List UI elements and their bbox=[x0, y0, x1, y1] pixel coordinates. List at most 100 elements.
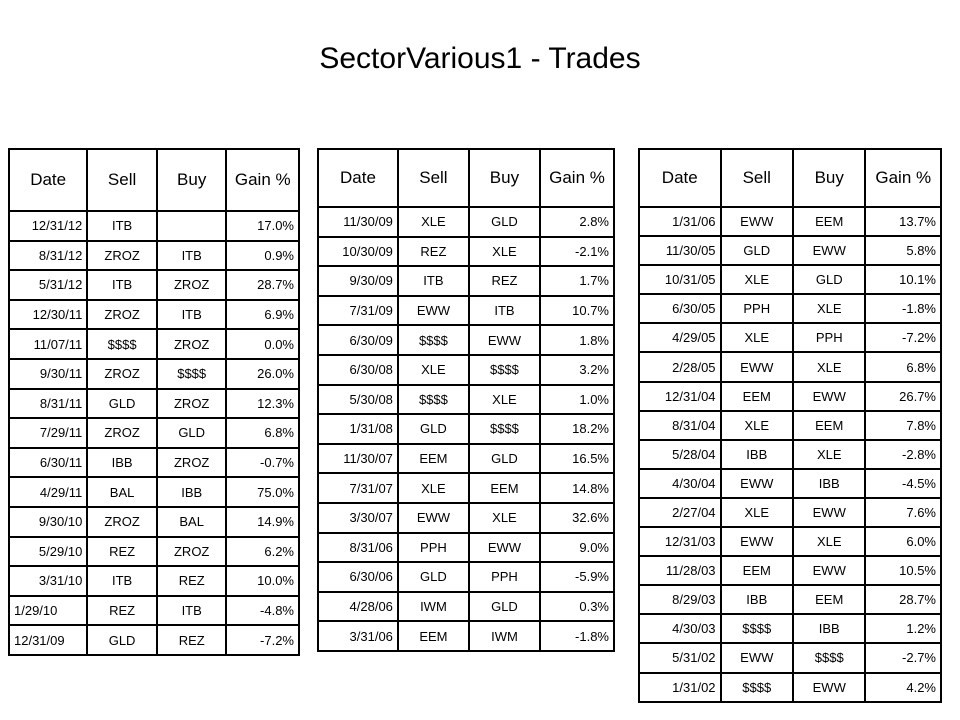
sell-cell: ITB bbox=[396, 265, 470, 297]
table-row: 12/31/04 EEM EWW 26.7% bbox=[638, 380, 942, 412]
date-cell: 5/29/10 bbox=[7, 535, 89, 568]
date-cell: 8/29/03 bbox=[638, 584, 722, 616]
header-sell: Sell bbox=[719, 148, 795, 208]
date-cell: 5/28/04 bbox=[638, 438, 722, 470]
sell-cell: XLE bbox=[719, 322, 795, 354]
date-cell: 6/30/06 bbox=[317, 561, 399, 593]
table-row: 6/30/09 $$$$ EWW 1.8% bbox=[317, 324, 616, 356]
sell-cell: $$$$ bbox=[719, 671, 795, 703]
sell-cell: EWW bbox=[719, 642, 795, 674]
table-row: 11/30/05 GLD EWW 5.8% bbox=[638, 235, 942, 267]
gain-cell: 1.2% bbox=[864, 613, 942, 645]
table-row: 11/30/09 XLE GLD 2.8% bbox=[317, 206, 616, 238]
table-row: 11/30/07 EEM GLD 16.5% bbox=[317, 442, 616, 475]
sell-cell: BAL bbox=[86, 476, 158, 508]
gain-cell: 16.5% bbox=[538, 442, 616, 475]
date-cell: 11/30/05 bbox=[638, 235, 722, 267]
sell-cell: GLD bbox=[86, 387, 158, 420]
sell-cell: ZROZ bbox=[86, 417, 158, 449]
table-row: 8/31/12 ZROZ ITB 0.9% bbox=[7, 239, 300, 272]
buy-cell: EWW bbox=[791, 555, 867, 587]
buy-cell: REZ bbox=[155, 565, 228, 597]
gain-cell: 0.3% bbox=[538, 590, 616, 623]
buy-cell: XLE bbox=[791, 438, 867, 470]
sell-cell: $$$$ bbox=[719, 613, 795, 645]
gain-cell: 26.7% bbox=[864, 380, 942, 412]
date-cell: 5/30/08 bbox=[317, 383, 399, 416]
gain-cell: 28.7% bbox=[864, 584, 942, 616]
sell-cell: XLE bbox=[396, 472, 470, 504]
table-row: 5/28/04 IBB XLE -2.8% bbox=[638, 438, 942, 470]
gain-cell: 9.0% bbox=[538, 531, 616, 564]
date-cell: 8/31/11 bbox=[7, 387, 89, 420]
table-row: 9/30/10 ZROZ BAL 14.9% bbox=[7, 505, 300, 538]
sell-cell: XLE bbox=[719, 264, 795, 296]
sell-cell: IBB bbox=[719, 438, 795, 470]
sell-cell: EWW bbox=[396, 294, 470, 327]
table-row: 4/30/03 $$$$ IBB 1.2% bbox=[638, 613, 942, 645]
gain-cell: 28.7% bbox=[225, 269, 300, 301]
sell-cell: XLE bbox=[719, 409, 795, 441]
buy-cell: EWW bbox=[467, 324, 541, 356]
buy-cell: EEM bbox=[791, 584, 867, 616]
buy-cell: EEM bbox=[791, 409, 867, 441]
sell-cell: IBB bbox=[719, 584, 795, 616]
date-cell: 11/28/03 bbox=[638, 555, 722, 587]
date-cell: 5/31/12 bbox=[7, 269, 89, 301]
sell-cell: PPH bbox=[719, 293, 795, 325]
table-row: 8/31/04 XLE EEM 7.8% bbox=[638, 409, 942, 441]
sell-cell: EEM bbox=[396, 442, 470, 475]
trades-table-1: Date Sell Buy Gain % 12/31/12 ITB 17.0% 8/3… bbox=[7, 148, 300, 656]
date-cell: 3/30/07 bbox=[317, 501, 399, 534]
date-cell: 12/31/03 bbox=[638, 526, 722, 558]
sell-cell: EEM bbox=[396, 620, 470, 652]
table-row: 11/07/11 $$$$ ZROZ 0.0% bbox=[7, 328, 300, 360]
buy-cell: ZROZ bbox=[155, 535, 228, 568]
trades-table-2: Date Sell Buy Gain % 11/30/09 XLE GLD 2.8% 1… bbox=[317, 148, 616, 652]
buy-cell: $$$$ bbox=[155, 357, 228, 390]
gain-cell: -1.8% bbox=[864, 293, 942, 325]
buy-cell: EEM bbox=[467, 472, 541, 504]
buy-cell: IBB bbox=[791, 467, 867, 499]
gain-cell: -7.2% bbox=[864, 322, 942, 354]
gain-cell: 4.2% bbox=[864, 671, 942, 703]
gain-cell: -4.8% bbox=[225, 594, 300, 627]
date-cell: 3/31/10 bbox=[7, 565, 89, 597]
gain-cell: 13.7% bbox=[864, 205, 942, 238]
buy-cell: XLE bbox=[467, 501, 541, 534]
sell-cell: ZROZ bbox=[86, 505, 158, 538]
date-cell: 9/30/10 bbox=[7, 505, 89, 538]
date-cell: 2/28/05 bbox=[638, 351, 722, 383]
table-row: 5/31/02 EWW $$$$ -2.7% bbox=[638, 642, 942, 674]
sell-cell: XLE bbox=[719, 496, 795, 529]
buy-cell: $$$$ bbox=[467, 353, 541, 386]
buy-cell: ITB bbox=[467, 294, 541, 327]
date-cell: 8/31/12 bbox=[7, 239, 89, 272]
table-row: 4/30/04 EWW IBB -4.5% bbox=[638, 467, 942, 499]
table-row: 2/27/04 XLE EWW 7.6% bbox=[638, 496, 942, 529]
header-gain: Gain % bbox=[538, 148, 616, 208]
table-row: 10/30/09 REZ XLE -2.1% bbox=[317, 235, 616, 268]
gain-cell: 10.1% bbox=[864, 264, 942, 296]
date-cell: 11/30/07 bbox=[317, 442, 399, 475]
table-row: 9/30/09 ITB REZ 1.7% bbox=[317, 265, 616, 297]
gain-cell: 14.8% bbox=[538, 472, 616, 504]
buy-cell: GLD bbox=[791, 264, 867, 296]
gain-cell: 10.7% bbox=[538, 294, 616, 327]
date-cell: 3/31/06 bbox=[317, 620, 399, 652]
sell-cell: ZROZ bbox=[86, 357, 158, 390]
sell-cell: GLD bbox=[719, 235, 795, 267]
table-row: 12/31/03 EWW XLE 6.0% bbox=[638, 526, 942, 558]
table-row: 4/29/05 XLE PPH -7.2% bbox=[638, 322, 942, 354]
table-row: 5/30/08 $$$$ XLE 1.0% bbox=[317, 383, 616, 416]
gain-cell: 32.6% bbox=[538, 501, 616, 534]
date-cell: 5/31/02 bbox=[638, 642, 722, 674]
gain-cell: -1.8% bbox=[538, 620, 616, 652]
date-cell: 7/31/07 bbox=[317, 472, 399, 504]
sell-cell: IWM bbox=[396, 590, 470, 623]
buy-cell: EWW bbox=[791, 671, 867, 703]
buy-cell: IBB bbox=[791, 613, 867, 645]
table-row: 6/30/06 GLD PPH -5.9% bbox=[317, 561, 616, 593]
buy-cell: GLD bbox=[467, 206, 541, 238]
gain-cell: -2.7% bbox=[864, 642, 942, 674]
